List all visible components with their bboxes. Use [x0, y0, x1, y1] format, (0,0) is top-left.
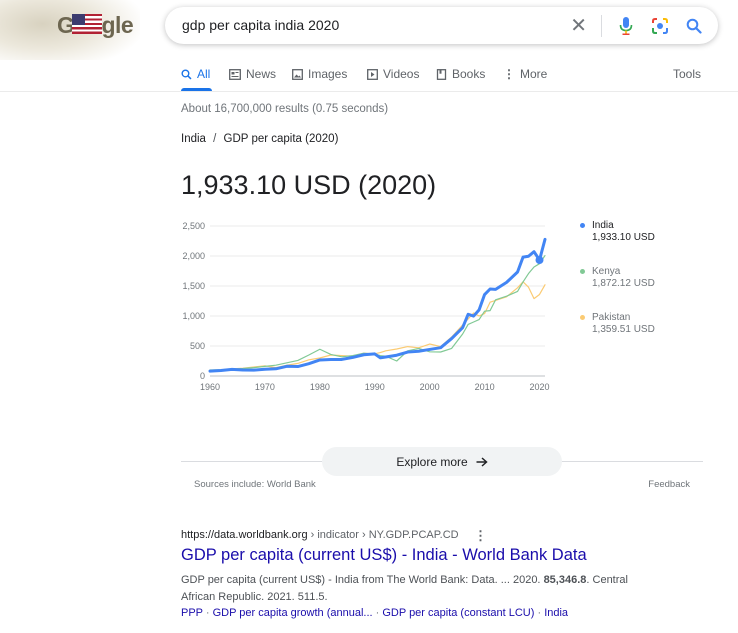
result-options-icon[interactable]: ⋮ — [474, 528, 487, 543]
tab-videos[interactable]: Videos — [367, 67, 419, 81]
legend-dot-kenya — [580, 269, 585, 274]
cite-path: › indicator › NY.GDP.PCAP.CD — [307, 529, 459, 541]
tab-label: Videos — [383, 67, 420, 81]
more-vert-icon: ⋮ — [503, 67, 515, 81]
tab-books[interactable]: Books — [436, 67, 485, 81]
x-tick-label: 2000 — [420, 382, 440, 392]
search-input[interactable]: gdp per capita india 2020 — [182, 17, 340, 33]
search-box[interactable]: gdp per capita india 2020 ✕ — [165, 7, 718, 44]
news-icon — [229, 68, 241, 80]
sitelink[interactable]: PPP — [181, 607, 203, 619]
arrow-right-icon — [476, 456, 488, 467]
explore-more-label: Explore more — [396, 454, 468, 469]
tab-label: News — [246, 67, 277, 81]
books-icon — [436, 68, 447, 80]
legend-dot-india — [580, 223, 585, 228]
microphone-icon[interactable] — [616, 16, 636, 36]
sitelink[interactable]: India — [544, 607, 569, 619]
y-tick-label: 1,000 — [182, 311, 205, 321]
tools-button[interactable]: Tools — [672, 67, 701, 81]
breadcrumb-metric: GDP per capita (2020) — [223, 133, 339, 145]
selected-point-india-2020 — [535, 256, 544, 265]
legend-dot-pakistan — [580, 315, 585, 320]
series-line-kenya — [209, 254, 546, 371]
cite-domain: https://data.worldbank.org — [181, 529, 308, 541]
camera-lens-icon[interactable] — [650, 16, 670, 36]
tabs-divider — [0, 91, 738, 92]
legend-label: Pakistan — [592, 312, 631, 323]
y-tick-label: 0 — [200, 371, 205, 381]
tab-news[interactable]: News — [229, 67, 276, 81]
chart-legend: India 1,933.10 USD Kenya 1,872.12 USD Pa… — [580, 220, 700, 358]
search-icon — [181, 68, 192, 80]
breadcrumb-separator: / — [213, 133, 217, 145]
breadcrumb: India / GDP per capita (2020) — [181, 133, 338, 145]
x-tick-label: 1990 — [365, 382, 385, 392]
x-tick-label: 2020 — [529, 382, 549, 392]
tab-label: All — [197, 67, 211, 81]
legend-label: Kenya — [592, 266, 621, 277]
y-tick-label: 500 — [190, 341, 205, 351]
tab-all[interactable]: All — [181, 67, 210, 81]
snippet-text: . Central African Republic. 2021. 511.5. — [181, 574, 628, 603]
gdp-chart-svg: 0 500 1,000 1,500 2,000 2,500 1960 1970 1980 1990… — [182, 221, 549, 392]
search-divider — [601, 15, 602, 37]
result-title-link[interactable]: GDP per capita (current US$) - India - W… — [181, 546, 587, 564]
legend-label: India — [592, 220, 614, 231]
feedback-link[interactable]: Feedback — [648, 479, 690, 490]
tab-more[interactable]: ⋮ More — [503, 67, 547, 81]
tab-label: Books — [452, 67, 486, 81]
google-doodle-logo[interactable]: Google — [0, 0, 160, 60]
x-tick-label: 1970 — [255, 382, 275, 392]
sitelink[interactable]: GDP per capita (constant LCU) — [382, 607, 535, 619]
headline-value: 1,933.10 USD (2020) — [181, 170, 437, 200]
tab-images[interactable]: Images — [292, 67, 347, 81]
series-line-india — [208, 237, 547, 373]
doodle-background — [0, 0, 140, 60]
sitelink[interactable]: GDP per capita growth (annual... — [212, 607, 373, 619]
result-cite[interactable]: https://data.worldbank.org › indicator ›… — [181, 529, 459, 541]
legend-item-kenya[interactable]: Kenya 1,872.12 USD — [580, 266, 700, 290]
images-icon — [292, 68, 303, 80]
y-tick-label: 2,000 — [182, 251, 205, 261]
videos-icon — [367, 68, 378, 80]
search-icon[interactable] — [684, 16, 704, 36]
result-sitelinks: PPP · GDP per capita growth (annual... ·… — [181, 607, 569, 619]
x-tick-label: 1980 — [310, 382, 330, 392]
snippet-bold: 85,346.8 — [543, 574, 587, 586]
gdp-chart[interactable]: 0 500 1,000 1,500 2,000 2,500 1960 1970 1980 1990… — [170, 212, 560, 397]
legend-value: 1,933.10 USD — [592, 232, 655, 243]
legend-item-india[interactable]: India 1,933.10 USD — [580, 220, 700, 244]
snippet-text: GDP per capita (current US$) - India fro… — [181, 574, 544, 586]
legend-value: 1,872.12 USD — [592, 278, 655, 289]
result-snippet: GDP per capita (current US$) - India fro… — [181, 572, 651, 606]
breadcrumb-country[interactable]: India — [181, 133, 206, 145]
legend-item-pakistan[interactable]: Pakistan 1,359.51 USD — [580, 312, 700, 336]
x-tick-label: 2010 — [475, 382, 495, 392]
tab-label: Images — [308, 67, 348, 81]
tab-label: More — [520, 67, 548, 81]
x-tick-label: 1960 — [200, 382, 220, 392]
result-stats: About 16,700,000 results (0.75 seconds) — [181, 103, 389, 115]
clear-icon[interactable]: ✕ — [570, 15, 587, 37]
active-tab-indicator — [181, 88, 212, 91]
flag-icon — [72, 14, 102, 34]
y-tick-label: 1,500 — [182, 281, 205, 291]
legend-value: 1,359.51 USD — [592, 324, 655, 335]
y-tick-label: 2,500 — [182, 221, 205, 231]
sources-text: Sources include: World Bank — [194, 479, 316, 490]
explore-more-button[interactable]: Explore more — [322, 447, 562, 476]
search-tabs: All News Images Videos Books ⋮ More — [181, 67, 708, 87]
